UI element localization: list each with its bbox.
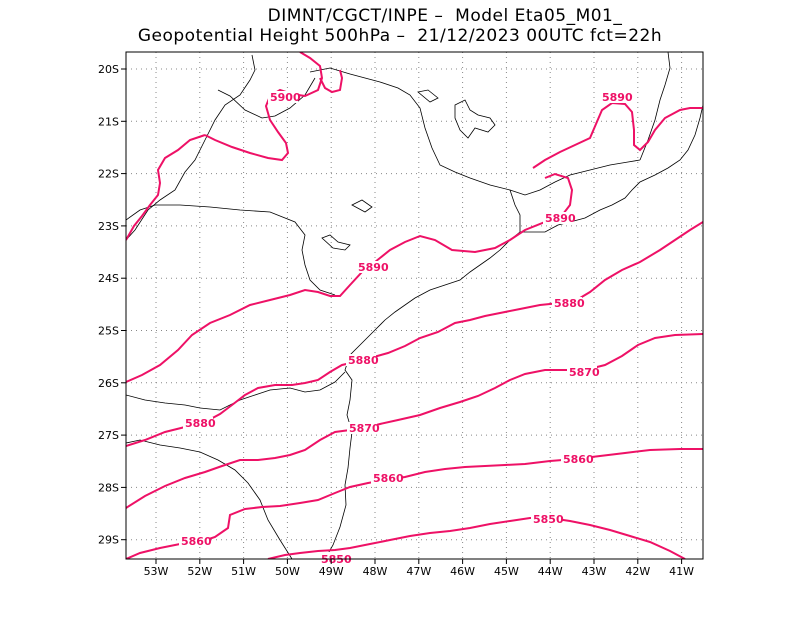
contour-5900-a <box>126 134 206 241</box>
lon-tick-label: 43W <box>582 565 607 578</box>
lat-tick-label: 23S <box>98 220 119 233</box>
contour-5890-mid <box>126 172 574 383</box>
lat-tick-label: 20S <box>98 63 119 76</box>
contour-5870 <box>126 333 703 509</box>
contour-label-5860-mid: 5860 <box>373 472 404 485</box>
lat-tick-label: 27S <box>98 429 119 442</box>
contour-5860 <box>126 448 703 559</box>
contour-label-5890-east: 5890 <box>545 212 576 225</box>
lon-tick-label: 45W <box>494 565 519 578</box>
coastline-borders <box>126 52 703 559</box>
lake-1 <box>454 99 496 139</box>
contour-label-5870-east: 5870 <box>569 366 600 379</box>
state-border-3 <box>126 371 346 411</box>
latitude-axis: 20S 21S 22S 23S 24S 25S 26S 27S 28S 29S <box>98 63 126 547</box>
lake-2 <box>321 234 351 251</box>
lat-tick-label: 28S <box>98 481 119 494</box>
lake-4 <box>417 89 439 103</box>
contour-lines <box>126 52 703 559</box>
contour-label-5850-east: 5850 <box>533 513 564 526</box>
contour-label-5900: 5900 <box>270 91 301 104</box>
lon-tick-label: 48W <box>363 565 388 578</box>
contour-5900-north <box>204 52 324 162</box>
title-line-2: Geopotential Height 500hPa – 21/12/2023 … <box>137 26 663 46</box>
lat-tick-label: 26S <box>98 377 119 390</box>
state-border-7 <box>639 52 671 161</box>
lon-tick-label: 53W <box>144 565 169 578</box>
lon-tick-label: 51W <box>231 565 256 578</box>
state-border-8 <box>509 189 521 232</box>
lat-tick-label: 29S <box>98 534 119 547</box>
contour-5890-ne <box>532 101 703 169</box>
lon-tick-label: 46W <box>450 565 475 578</box>
contour-5850 <box>267 517 686 559</box>
contour-labels: 5900 5890 5890 5890 5880 5880 5880 5870 … <box>179 91 633 566</box>
lat-tick-label: 25S <box>98 325 119 338</box>
lat-tick-label: 22S <box>98 168 119 181</box>
lon-tick-label: 50W <box>275 565 300 578</box>
lat-tick-label: 24S <box>98 272 119 285</box>
contour-label-5890-ne: 5890 <box>602 91 633 104</box>
contour-5880 <box>126 221 703 447</box>
lon-tick-label: 47W <box>406 565 431 578</box>
state-border-1 <box>126 54 256 241</box>
lon-tick-label: 41W <box>669 565 694 578</box>
contour-label-5860-west: 5860 <box>181 535 212 548</box>
lon-tick-label: 42W <box>625 565 650 578</box>
graticule-grid <box>126 52 703 559</box>
contour-5900-b <box>319 69 344 94</box>
contour-label-5860-east: 5860 <box>563 453 594 466</box>
lat-tick-label: 21S <box>98 115 119 128</box>
plot-frame <box>125 51 704 560</box>
contour-label-5870-mid: 5870 <box>349 422 380 435</box>
contour-label-5880-west: 5880 <box>185 417 216 430</box>
lon-tick-label: 49W <box>319 565 344 578</box>
contour-label-5890-mid: 5890 <box>358 261 389 274</box>
state-border-2 <box>126 204 336 296</box>
state-border-5 <box>309 67 641 196</box>
title-line-1: DIMNT/CGCT/INPE – Model Eta05_M01_ <box>267 6 623 26</box>
lake-3 <box>351 199 373 213</box>
contour-label-5880-east: 5880 <box>554 297 585 310</box>
contour-label-5880-mid: 5880 <box>348 354 379 367</box>
lon-tick-label: 44W <box>538 565 563 578</box>
longitude-axis: 53W 52W 51W 50W 49W 48W 47W 46W 45W 44W 43W 42W 41W <box>144 559 694 578</box>
lon-tick-label: 52W <box>187 565 212 578</box>
